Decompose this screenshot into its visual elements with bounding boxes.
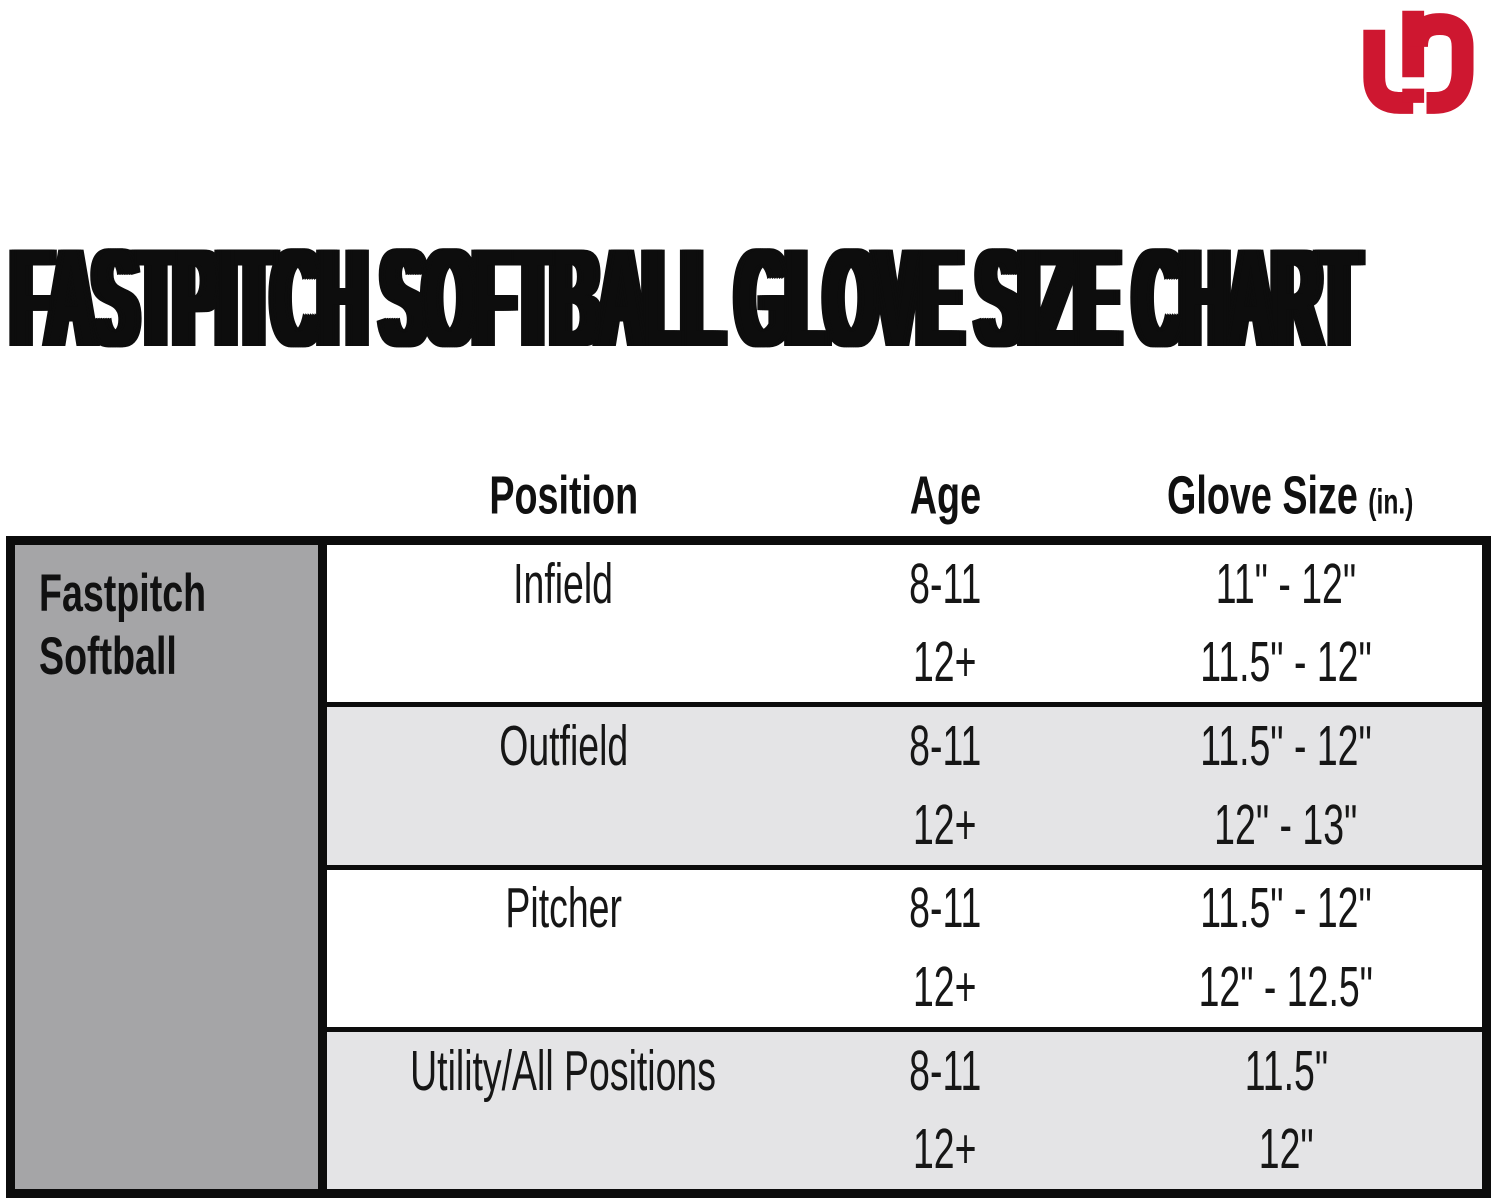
age-cell: 8-11 xyxy=(908,1039,982,1103)
position-cell-empty xyxy=(327,948,800,1027)
position-cell: Pitcher xyxy=(505,877,622,941)
position-cell: Infield xyxy=(513,553,614,616)
table-row-group-pitcher: Pitcher 8-11 11.5" - 12" 12+ 12" - 12.5" xyxy=(327,864,1482,1027)
row-group-label: Fastpitch Softball xyxy=(15,545,327,1189)
size-cell: 12" xyxy=(1258,1118,1314,1181)
size-cell: 11.5" - 12" xyxy=(1200,715,1372,778)
age-cell: 8-11 xyxy=(908,553,982,616)
column-header-glove-size-label: Glove Size (in.) xyxy=(1167,464,1413,527)
table-row-group-outfield: Outfield 8-11 11.5" - 12" 12+ 12" - 13" xyxy=(327,702,1482,865)
age-cell: 8-11 xyxy=(908,715,982,778)
glove-size-text: Glove Size xyxy=(1167,464,1359,526)
position-cell-empty xyxy=(327,624,800,703)
age-cell: 12+ xyxy=(913,631,977,695)
size-cell: 11.5" - 12" xyxy=(1200,631,1372,695)
column-header-position-label: Position xyxy=(489,464,638,526)
row-group-label-line2: Softball xyxy=(39,626,177,686)
size-cell: 12" - 13" xyxy=(1214,793,1358,857)
column-header-row: Position Age Glove Size (in.) xyxy=(6,462,1491,528)
column-header-position: Position xyxy=(327,465,800,525)
column-header-glove-size: Glove Size (in.) xyxy=(1090,465,1491,525)
page-title: FASTPITCH SOFTBALL GLOVE SIZE CHART xyxy=(12,219,1359,376)
table-row-group-infield: Infield 8-11 11" - 12" 12+ 11.5" - 12" xyxy=(327,545,1482,703)
wilson-w-icon xyxy=(1363,10,1474,114)
age-cell: 12+ xyxy=(913,793,977,857)
size-cell: 11" - 12" xyxy=(1215,553,1357,616)
table-row-group-utility: Utility/All Positions 8-11 11.5" 12+ 12" xyxy=(327,1026,1482,1189)
position-cell: Outfield xyxy=(498,715,629,778)
age-cell: 12+ xyxy=(913,1118,977,1181)
age-cell: 12+ xyxy=(913,956,977,1019)
position-cell-empty xyxy=(327,786,800,865)
glove-size-unit-text: (in.) xyxy=(1368,483,1414,522)
column-header-age-label: Age xyxy=(909,464,981,526)
position-cell-empty xyxy=(327,1110,800,1189)
row-group-label-line1: Fastpitch xyxy=(39,562,207,623)
age-cell: 8-11 xyxy=(908,877,982,941)
size-cell: 12" - 12.5" xyxy=(1198,956,1374,1019)
size-cell: 11.5" - 12" xyxy=(1200,877,1372,941)
column-header-age: Age xyxy=(800,465,1090,525)
size-cell: 11.5" xyxy=(1244,1039,1328,1103)
position-cell: Utility/All Positions xyxy=(410,1039,717,1103)
table-body: Infield 8-11 11" - 12" 12+ 11.5" - 12" O… xyxy=(327,545,1482,1189)
glove-size-table: Fastpitch Softball Infield 8-11 11" - 12… xyxy=(6,536,1491,1198)
